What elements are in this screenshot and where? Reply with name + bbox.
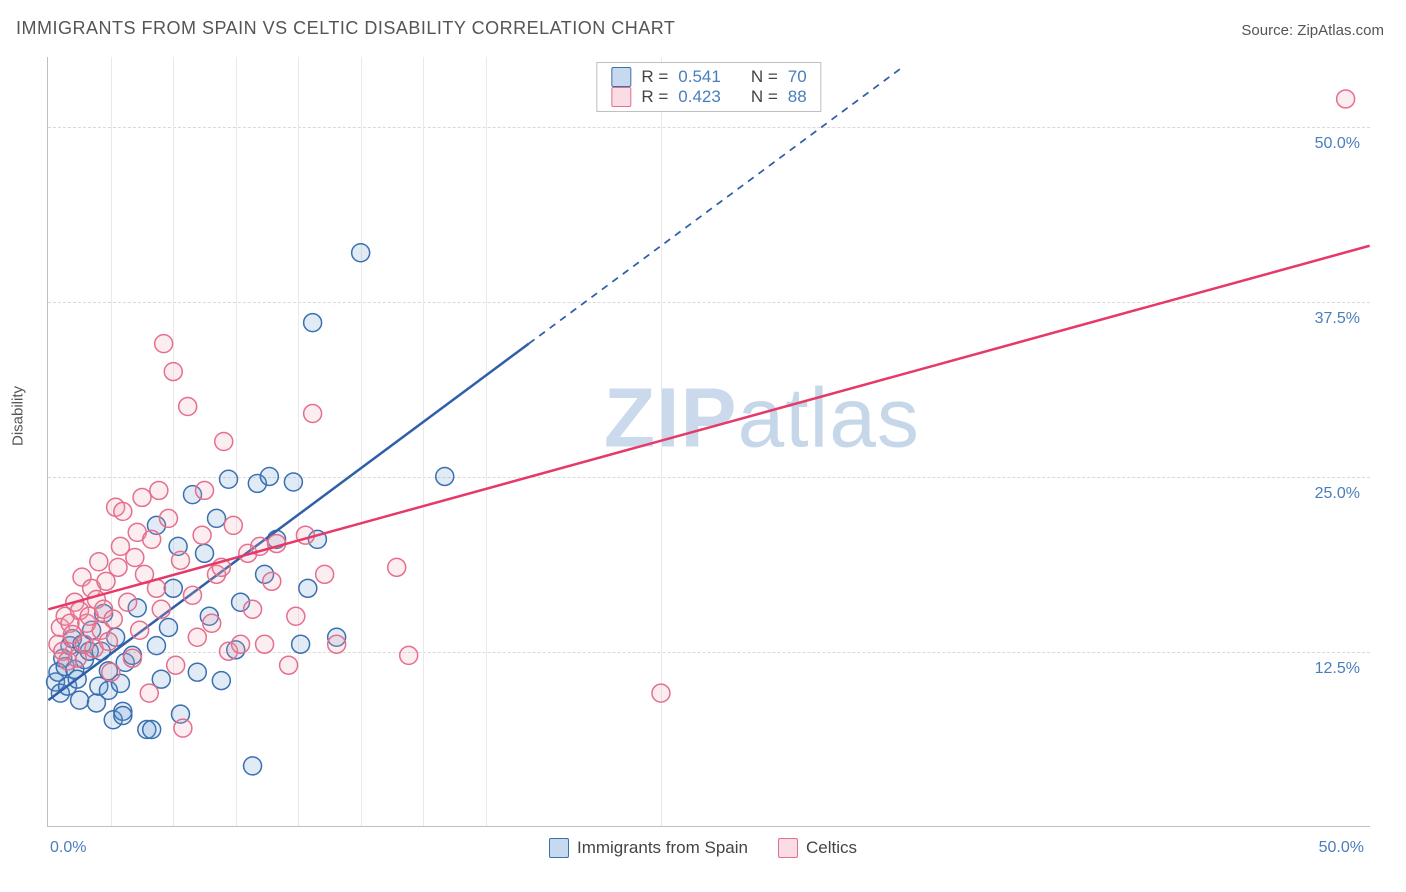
data-point (284, 473, 302, 491)
legend-r-label: R = (641, 67, 668, 87)
legend-swatch (778, 838, 798, 858)
data-point (150, 481, 168, 499)
legend-stats-row: R = 0.541 N = 70 (611, 67, 806, 87)
data-point (143, 530, 161, 548)
data-point (152, 600, 170, 618)
data-point (179, 398, 197, 416)
data-point (188, 628, 206, 646)
data-point (436, 467, 454, 485)
data-point (260, 467, 278, 485)
data-point (167, 656, 185, 674)
data-point (155, 335, 173, 353)
data-point (220, 470, 238, 488)
data-point (263, 572, 281, 590)
data-point (188, 663, 206, 681)
data-point (400, 646, 418, 664)
data-point (159, 618, 177, 636)
data-point (316, 565, 334, 583)
data-point (256, 635, 274, 653)
data-point (184, 586, 202, 604)
legend-n-label: N = (751, 67, 778, 87)
scatter-svg (48, 57, 1370, 826)
legend-item: Immigrants from Spain (549, 838, 748, 858)
legend-stats-row: R = 0.423 N = 88 (611, 87, 806, 107)
data-point (196, 544, 214, 562)
data-point (1337, 90, 1355, 108)
data-point (388, 558, 406, 576)
data-point (102, 663, 120, 681)
regression-line (48, 344, 528, 701)
data-point (299, 579, 317, 597)
data-point (159, 509, 177, 527)
data-point (133, 488, 151, 506)
data-point (71, 691, 89, 709)
legend-n-value: 70 (788, 67, 807, 87)
data-point (280, 656, 298, 674)
data-point (203, 614, 221, 632)
chart-title: IMMIGRANTS FROM SPAIN VS CELTIC DISABILI… (16, 18, 675, 39)
data-point (224, 516, 242, 534)
legend-label: Celtics (806, 838, 857, 858)
legend-item: Celtics (778, 838, 857, 858)
source-attribution: Source: ZipAtlas.com (1241, 22, 1384, 39)
data-point (212, 672, 230, 690)
data-point (174, 719, 192, 737)
regression-line (48, 246, 1369, 610)
legend-n-value: 88 (788, 87, 807, 107)
y-axis-label: Disability (10, 386, 27, 446)
legend-r-value: 0.541 (678, 67, 721, 87)
legend-r-label: R = (641, 87, 668, 107)
data-point (171, 551, 189, 569)
data-point (196, 481, 214, 499)
legend-label: Immigrants from Spain (577, 838, 748, 858)
data-point (304, 405, 322, 423)
legend-stats-box: R = 0.541 N = 70 R = 0.423 N = 88 (596, 62, 821, 112)
legend-swatch (549, 838, 569, 858)
data-point (352, 244, 370, 262)
source-prefix: Source: (1241, 22, 1297, 39)
data-point (90, 553, 108, 571)
data-point (164, 579, 182, 597)
data-point (99, 632, 117, 650)
data-point (244, 600, 262, 618)
data-point (114, 707, 132, 725)
data-point (123, 649, 141, 667)
data-point (143, 721, 161, 739)
data-point (126, 549, 144, 567)
data-point (652, 684, 670, 702)
data-point (104, 610, 122, 628)
data-point (164, 363, 182, 381)
data-point (328, 635, 346, 653)
data-point (114, 502, 132, 520)
data-point (119, 593, 137, 611)
data-point (208, 509, 226, 527)
data-point (147, 637, 165, 655)
data-point (292, 635, 310, 653)
data-point (140, 684, 158, 702)
data-point (215, 433, 233, 451)
legend-r-value: 0.423 (678, 87, 721, 107)
legend-swatch (611, 67, 631, 87)
chart-plot-area: ZIPatlas 12.5%25.0%37.5%50.0%R = 0.541N … (47, 57, 1370, 827)
data-point (244, 757, 262, 775)
legend-n-label: N = (751, 87, 778, 107)
data-point (193, 526, 211, 544)
data-point (131, 621, 149, 639)
source-name: ZipAtlas.com (1297, 22, 1384, 39)
data-point (304, 314, 322, 332)
legend-bottom: Immigrants from Spain Celtics (0, 838, 1406, 858)
data-point (232, 635, 250, 653)
legend-swatch (611, 87, 631, 107)
data-point (109, 558, 127, 576)
data-point (287, 607, 305, 625)
